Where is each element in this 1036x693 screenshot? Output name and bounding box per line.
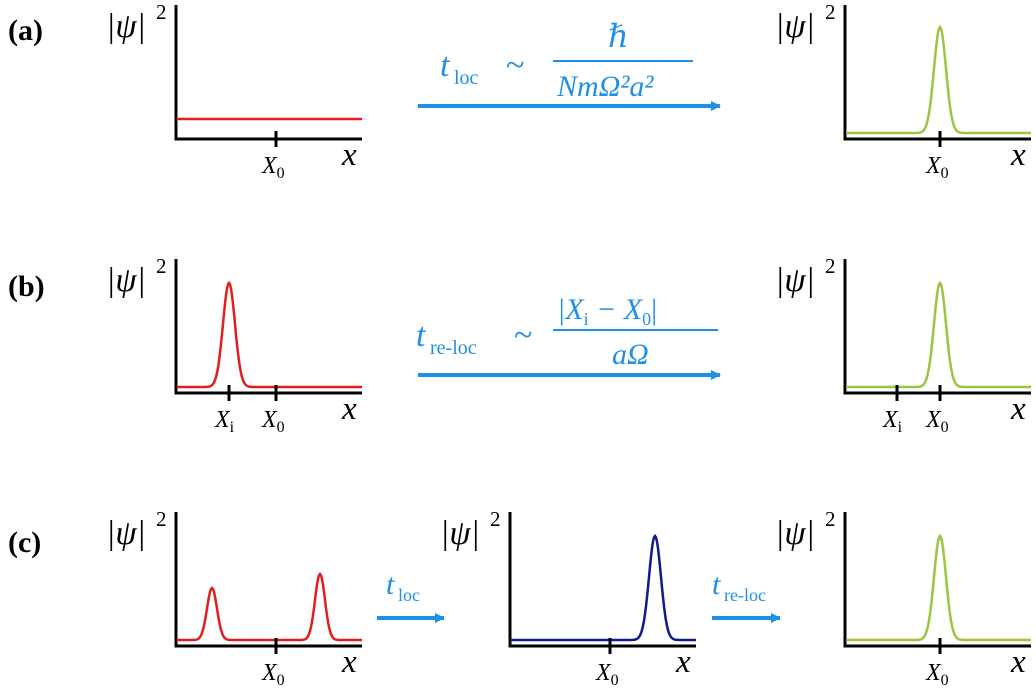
axes-c-right	[843, 512, 1031, 648]
density-curve-a-right	[846, 24, 1031, 135]
xlabel-c-right: x	[1010, 644, 1026, 680]
plot-c-left: X0 |ψ| 2 x	[106, 507, 362, 689]
plot-b-left: Xi X0 |ψ| 2 x	[106, 254, 362, 436]
ylabel-sup-c-right: 2	[825, 507, 836, 531]
ylabel-sup-b-left: 2	[156, 254, 167, 278]
plot-a-right: X0 |ψ| 2 x	[775, 0, 1031, 182]
tick-label-b-left-0: Xi	[214, 407, 235, 436]
arrow-a-t-sub: loc	[454, 67, 479, 89]
tick-label-c-right-0: X0	[925, 660, 949, 689]
arrow-a-sim: ~	[506, 47, 524, 84]
arrow-c1-t-sub: loc	[398, 585, 420, 605]
arrow-c1-t: t	[386, 568, 395, 601]
density-curve-c-right	[846, 533, 1031, 642]
tick-label-b-left-1: X0	[261, 407, 285, 436]
density-curve-b-left	[177, 280, 362, 389]
tick-label-b-right-0: Xi	[882, 407, 903, 436]
arrow-b-t-sub: re-loc	[430, 337, 477, 359]
panel-label-c: (c)	[8, 526, 41, 559]
tick-label-c-mid-0: X0	[595, 660, 619, 689]
ylabel-c-mid: |ψ|	[440, 515, 480, 552]
ylabel-b-right: |ψ|	[775, 262, 815, 299]
tick-label-a-left-0: X0	[261, 153, 285, 182]
arrow-b-den: aΩ	[612, 338, 649, 371]
axes-b-right	[843, 259, 1031, 395]
ylabel-sup-a-right: 2	[825, 0, 836, 24]
density-curve-b-right	[846, 280, 1031, 389]
axes-a-right	[843, 5, 1031, 141]
axes-b-left	[174, 259, 362, 395]
density-curve-c-mid	[511, 533, 696, 642]
plot-a-left: X0 |ψ| 2 x	[106, 0, 362, 182]
xlabel-b-left: x	[341, 391, 357, 427]
arrow-b-sim: ~	[514, 317, 532, 354]
ylabel-a-left: |ψ|	[106, 8, 146, 45]
plot-c-mid: X0 |ψ| 2 x	[440, 507, 696, 689]
axes-c-mid	[508, 512, 696, 648]
ylabel-sup-a-left: 2	[156, 0, 167, 24]
tick-label-a-right-0: X0	[925, 153, 949, 182]
arrow-c2-t-sub: re-loc	[724, 585, 766, 605]
xlabel-b-right: x	[1010, 391, 1026, 427]
arrow-b-num: |Xi − X0|	[557, 293, 657, 329]
plot-c-right: X0 |ψ| 2 x	[775, 507, 1031, 689]
axes-a-left	[174, 5, 362, 141]
arrow-b-group: t re-loc ~ |Xi − X0| aΩ	[416, 293, 721, 380]
ylabel-sup-c-left: 2	[156, 507, 167, 531]
tick-label-b-right-1: X0	[925, 407, 949, 436]
density-curve-c-left	[177, 571, 362, 642]
arrow-b-t: t	[416, 317, 427, 354]
ylabel-sup-b-right: 2	[825, 254, 836, 278]
tick-label-c-left-0: X0	[261, 660, 285, 689]
plot-b-right: Xi X0 |ψ| 2 x	[775, 254, 1031, 436]
arrow-c2-t: t	[712, 568, 721, 601]
xlabel-a-right: x	[1010, 137, 1026, 173]
arrow-a-t: t	[440, 47, 451, 84]
arrow-a-group: t loc ~ ℏ NmΩ²a²	[418, 18, 721, 111]
ylabel-a-right: |ψ|	[775, 8, 815, 45]
xlabel-c-left: x	[341, 644, 357, 680]
axes-c-left	[174, 512, 362, 648]
arrow-c2-group: t re-loc	[712, 568, 781, 623]
xlabel-a-left: x	[341, 137, 357, 173]
ylabel-sup-c-mid: 2	[490, 507, 501, 531]
xlabel-c-mid: x	[675, 644, 691, 680]
panel-label-b: (b)	[8, 270, 45, 303]
panel-label-a: (a)	[8, 14, 43, 47]
arrow-a-num: ℏ	[608, 18, 629, 54]
ylabel-c-left: |ψ|	[106, 515, 146, 552]
ylabel-b-left: |ψ|	[106, 262, 146, 299]
arrow-a-den: NmΩ²a²	[556, 70, 654, 103]
ylabel-c-right: |ψ|	[775, 515, 815, 552]
arrow-c1-group: t loc	[377, 568, 445, 623]
